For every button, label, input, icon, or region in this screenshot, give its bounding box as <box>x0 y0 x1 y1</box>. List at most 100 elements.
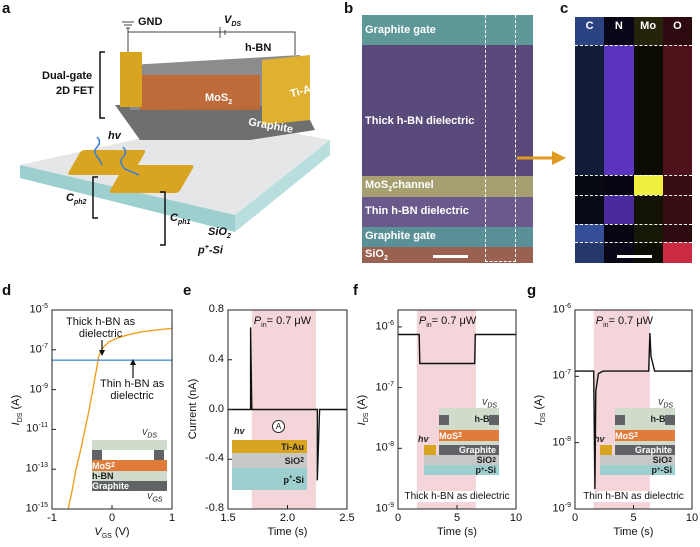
hbn-top <box>92 440 167 450</box>
eds-band <box>575 175 605 195</box>
vds-label: VDS <box>142 428 158 440</box>
eds-band <box>604 224 634 242</box>
device-inset-f: h-BN MoS 2 Graphite SiO 2 p + -Si hv VDS <box>418 398 499 475</box>
sio2-layer: SiO 2 <box>600 455 675 465</box>
ground-icon <box>122 21 134 32</box>
mos2-layer <box>140 75 260 110</box>
y-tick-label: -0.8 <box>205 502 224 514</box>
eds-band <box>604 17 634 45</box>
hbn-top: h-BN <box>439 408 499 430</box>
eds-map-n: N <box>604 17 634 263</box>
eds-band <box>575 242 605 263</box>
eds-band <box>633 195 663 224</box>
incident-power-label: Pin= 0.7 μW <box>418 315 477 330</box>
light-wave-icon <box>94 136 103 166</box>
x-tick-label: 0 <box>394 512 402 524</box>
eds-element-label: Mo <box>640 20 657 32</box>
contact-right <box>665 415 675 425</box>
sio2-layer: SiO 2 <box>232 453 307 468</box>
x-tick-label: 2.0 <box>279 512 296 524</box>
cph2-label: Cph2 <box>66 192 87 207</box>
y-axis-label: IDS (A) <box>532 394 548 425</box>
panel-label-d: d <box>2 282 12 299</box>
y-tick-label: 10-9 <box>29 382 48 396</box>
panel-label-f: f <box>353 282 358 299</box>
light-wave-icon <box>120 146 140 176</box>
sio2-label: SiO2 <box>208 226 231 241</box>
eds-band <box>662 224 692 242</box>
hv-label: hv <box>234 426 245 436</box>
eds-band <box>604 175 634 195</box>
graphite-layer: Graphite <box>439 445 499 455</box>
eds-band <box>662 242 692 263</box>
tiau-layer: Ti-Au <box>232 440 307 453</box>
row-label: Thin h-BN dielectric <box>365 205 469 217</box>
vds-label: VDS <box>224 14 242 29</box>
contact-left <box>92 450 102 460</box>
series-line-1 <box>575 332 692 490</box>
x-tick-label: 0 <box>571 512 579 524</box>
mos2-layer: MoS 2 <box>92 460 167 471</box>
eds-element-label: C <box>585 20 594 32</box>
y-tick-label: -0.4 <box>205 452 224 465</box>
y-tick-label: 0.8 <box>208 303 224 315</box>
mos2-layer: MoS 2 <box>439 430 499 441</box>
fet-label: 2D FET <box>56 85 94 97</box>
gold-pad <box>424 445 436 455</box>
device-inset-d: MoS 2 h-BN Graphite VDS VGS <box>92 428 167 504</box>
graphite-layer: Graphite <box>92 481 167 491</box>
tem-cross-section: Graphite gate Thick h-BN dielectric MoS2… <box>362 15 533 263</box>
arrowhead <box>99 350 105 356</box>
eds-boundary-line <box>575 242 692 243</box>
device-illustration: GND VDS h-BN Dual-gate 2D FET Ti-Au MoS2… <box>0 0 340 280</box>
panel-label-g: g <box>527 282 537 299</box>
incident-power-label: Pin= 0.7 μW <box>595 315 654 330</box>
graphite-layer: Graphite <box>615 445 675 455</box>
tiau-left <box>120 52 142 107</box>
eds-band <box>575 45 605 175</box>
y-tick-label: 10-7 <box>375 380 394 394</box>
psi-layer: p + -Si <box>424 465 499 475</box>
x-tick-label: 0 <box>108 512 116 524</box>
panel-label-b: b <box>344 0 354 17</box>
dual-gate-label: Dual-gate <box>42 70 93 82</box>
y-tick-label: 10-8 <box>552 435 571 449</box>
series-line-1 <box>67 327 173 510</box>
battery-icon <box>219 27 226 38</box>
psi-label: p+-Si <box>198 244 223 257</box>
psi-label: p+-Si <box>283 475 304 485</box>
y-tick-label: 10-15 <box>25 502 48 515</box>
eds-band <box>575 224 605 242</box>
panel-label-a: a <box>2 0 11 17</box>
x-axis-label: VGS (V) <box>94 526 130 541</box>
row-thick-hbn <box>362 45 533 176</box>
eds-maps: C N Mo O <box>575 17 692 263</box>
psi-layer <box>232 468 307 490</box>
row-label: Thick h-BN dielectric <box>365 115 475 127</box>
eds-band <box>662 45 692 175</box>
y-tick-label: 0.4 <box>208 352 224 365</box>
x-tick-label: 2.5 <box>339 512 355 524</box>
vgs-label: VGS <box>147 492 163 504</box>
row-label: SiO2 <box>365 248 388 263</box>
sio2-layer: SiO 2 <box>424 455 499 465</box>
hbn-top: h-BN <box>615 408 675 430</box>
psi-substrate-front <box>20 165 235 232</box>
x-tick-label: 10 <box>509 512 523 524</box>
contact-left <box>615 415 625 425</box>
eds-band <box>604 195 634 224</box>
annotation-thin-hbn: Thin h-BN as dielectric <box>100 378 165 402</box>
eds-band <box>633 17 663 45</box>
row-label: MoS2channel <box>365 179 434 194</box>
eds-band <box>633 175 663 195</box>
scale-bar <box>617 255 652 258</box>
cph1-label: Cph1 <box>170 212 191 227</box>
x-axis-label: Time (s) <box>267 526 308 538</box>
y-tick-label: 10-9 <box>375 502 394 515</box>
gnd-label: GND <box>138 16 163 28</box>
contact-right <box>489 415 499 425</box>
x-tick-label: 5 <box>453 512 461 524</box>
eds-band <box>575 195 605 224</box>
